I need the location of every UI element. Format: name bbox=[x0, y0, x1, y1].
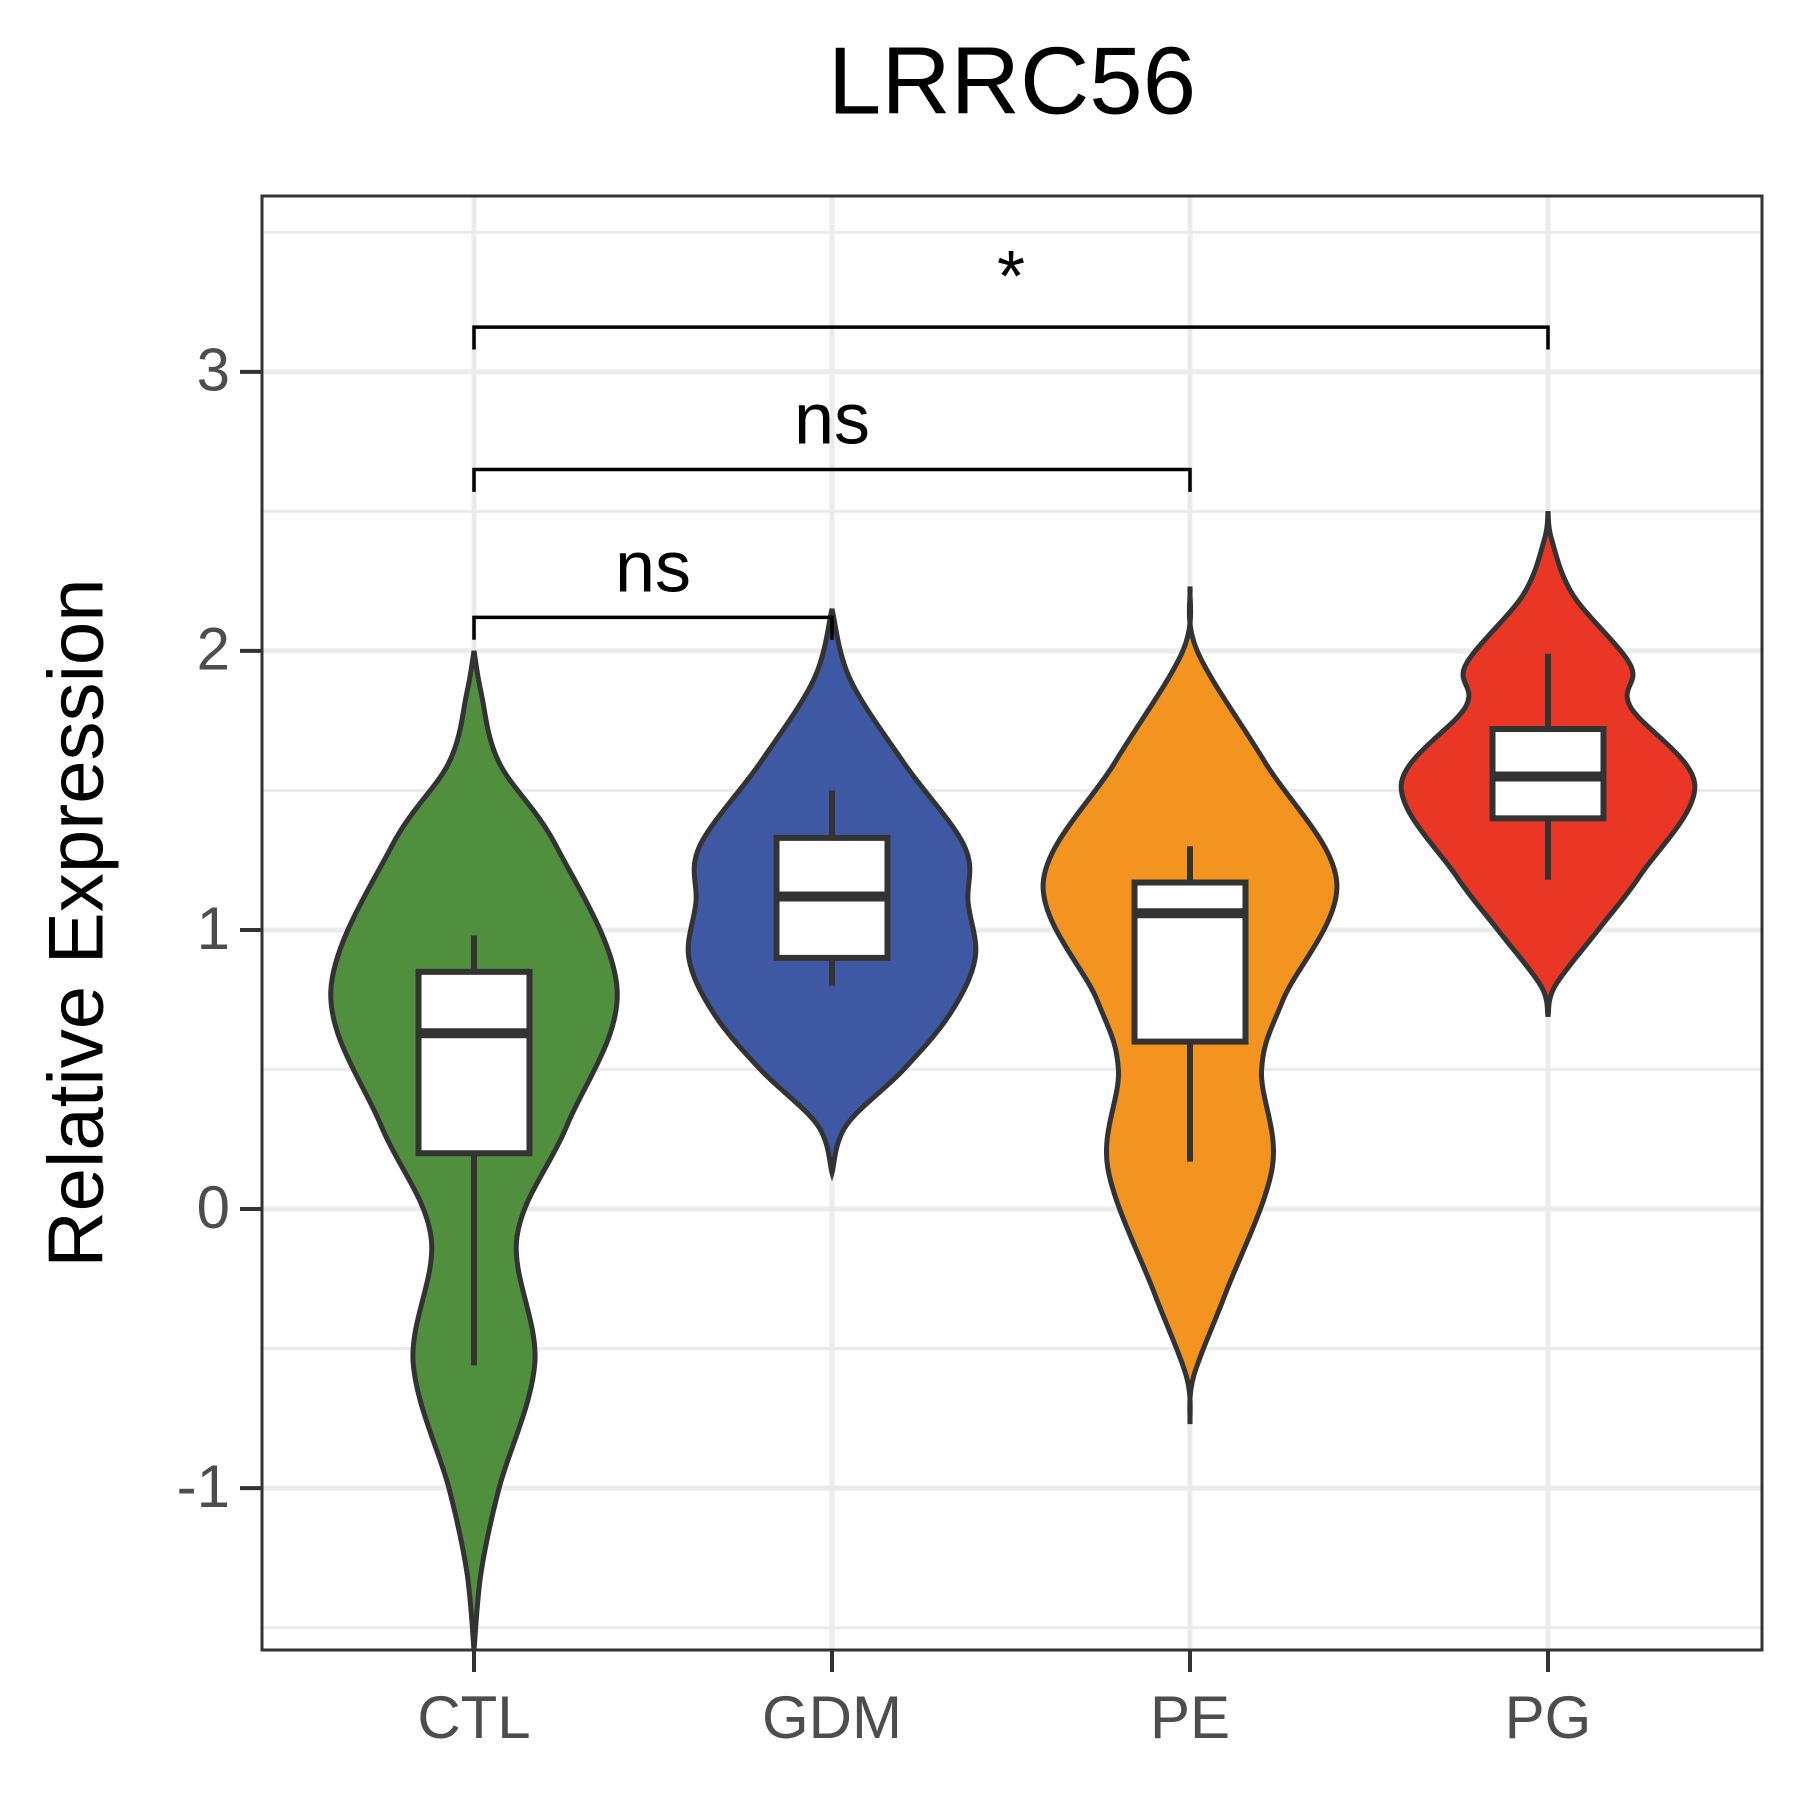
chart-title: LRRC56 bbox=[828, 27, 1196, 134]
y-axis-title: Relative Expression bbox=[32, 578, 120, 1267]
y-tick-label: -1 bbox=[177, 1453, 230, 1520]
significance-bracket bbox=[472, 615, 834, 640]
panel-border bbox=[260, 194, 1764, 1652]
x-tick-label: PE bbox=[1150, 1684, 1230, 1751]
box bbox=[415, 968, 533, 1157]
y-tick-label: 1 bbox=[197, 895, 230, 962]
x-tick-label: PG bbox=[1505, 1684, 1592, 1751]
y-tick-label: 3 bbox=[197, 337, 230, 404]
x-tick-label: CTL bbox=[417, 1684, 530, 1751]
significance-bracket bbox=[472, 325, 1550, 350]
significance-label: ns bbox=[615, 527, 691, 607]
x-tick-label: GDM bbox=[762, 1684, 902, 1751]
significance-label: ns bbox=[794, 380, 870, 460]
y-tick-label: 2 bbox=[197, 616, 230, 683]
significance-bracket bbox=[472, 467, 1192, 492]
y-tick-label: 0 bbox=[197, 1174, 230, 1241]
significance-label: * bbox=[997, 237, 1025, 317]
box bbox=[1131, 879, 1249, 1045]
